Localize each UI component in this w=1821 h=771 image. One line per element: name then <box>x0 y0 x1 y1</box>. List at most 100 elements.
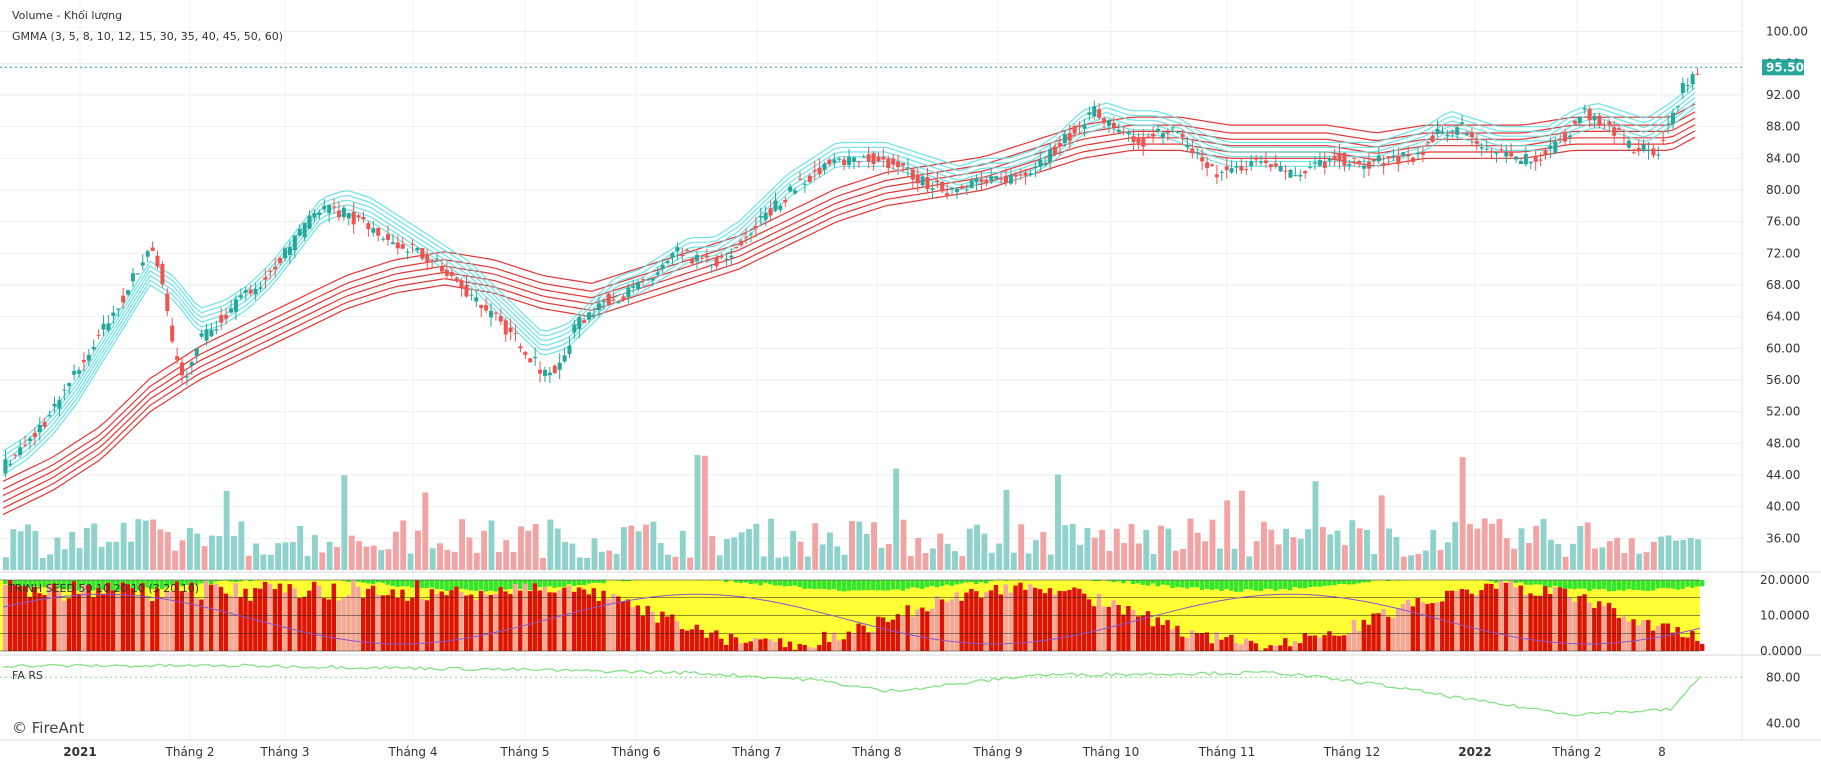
candle-body <box>646 279 650 280</box>
osc-red-bar <box>1234 643 1238 651</box>
osc-red-bar <box>341 598 345 651</box>
osc-green-bar <box>734 580 738 582</box>
osc-red-bar <box>1450 591 1454 651</box>
osc-red-bar <box>302 597 306 651</box>
volume-bar <box>260 554 266 570</box>
osc-red-bar <box>180 591 184 651</box>
volume-bar <box>297 526 303 570</box>
candle-body <box>798 179 802 180</box>
rs-tick-label: 40.00 <box>1766 716 1800 730</box>
osc-red-bar <box>1499 581 1503 651</box>
osc-red-bar <box>861 625 865 651</box>
candle-body <box>111 313 115 316</box>
y-tick-label: 64.00 <box>1766 310 1800 324</box>
osc-green-bar <box>842 580 846 591</box>
volume-bar <box>3 557 9 570</box>
volume-bar <box>665 555 671 570</box>
candle-body <box>131 273 135 281</box>
osc-red-bar <box>337 600 341 651</box>
x-tick-label: Tháng 2 <box>1552 745 1602 759</box>
osc-red-bar <box>763 638 767 651</box>
candle-body <box>651 278 655 280</box>
candle-body <box>1102 118 1106 122</box>
osc-red-bar <box>410 597 414 651</box>
osc-red-bar <box>807 647 811 651</box>
candle-body <box>1352 158 1356 159</box>
osc-green-bar <box>1563 580 1567 589</box>
candle-body <box>739 241 743 245</box>
osc-red-bar <box>1474 595 1478 651</box>
osc-green-bar <box>1587 580 1591 591</box>
volume-bar <box>650 522 656 570</box>
osc-red-bar <box>268 584 272 651</box>
osc-red-bar <box>753 638 757 651</box>
candle-body <box>886 158 890 168</box>
osc-green-bar <box>1519 580 1523 582</box>
osc-red-bar <box>940 599 944 651</box>
osc-green-bar <box>1234 580 1238 592</box>
osc-red-bar <box>778 638 782 651</box>
candle-body <box>960 186 964 188</box>
candle-body <box>1524 154 1528 164</box>
osc-red-bar <box>1641 620 1645 651</box>
osc-red-bar <box>116 595 120 651</box>
volume-bar <box>371 546 377 570</box>
candle-body <box>1029 173 1033 175</box>
volume-bar <box>386 549 392 570</box>
osc-red-bar <box>1268 645 1272 651</box>
osc-red-bar <box>989 590 993 651</box>
osc-red-bar <box>1298 643 1302 651</box>
candle-body <box>567 346 571 354</box>
osc-red-bar <box>935 596 939 651</box>
osc-green-bar <box>420 580 424 588</box>
osc-green-bar <box>901 580 905 591</box>
candle-body <box>1176 132 1180 133</box>
osc-green-bar <box>974 580 978 584</box>
candle-body <box>445 270 449 276</box>
candle-body <box>499 316 503 321</box>
osc-red-bar <box>587 594 591 651</box>
candle-body <box>563 355 567 361</box>
osc-red-bar <box>508 594 512 651</box>
gmma-label: GMMA (3, 5, 8, 10, 12, 15, 30, 35, 40, 4… <box>12 30 283 43</box>
osc-red-bar <box>219 587 223 651</box>
volume-bar <box>687 558 693 570</box>
osc-red-bar <box>1092 606 1096 651</box>
candle-body <box>572 325 576 333</box>
volume-bar <box>1423 551 1429 570</box>
osc-red-bar <box>1671 633 1675 651</box>
volume-bar <box>577 557 583 570</box>
candle-body <box>1127 132 1131 134</box>
volume-bar <box>1232 549 1238 570</box>
x-tick-label: Tháng 9 <box>973 745 1023 759</box>
volume-bar <box>1004 490 1010 570</box>
volume-bar <box>945 544 951 570</box>
osc-green-bar <box>861 580 865 590</box>
osc-red-bar <box>959 601 963 651</box>
osc-green-bar <box>1210 580 1214 590</box>
osc-red-bar <box>1460 589 1464 651</box>
osc-green-bar <box>837 580 841 591</box>
osc-red-bar <box>224 594 228 651</box>
osc-red-bar <box>1651 631 1655 651</box>
osc-green-bar <box>753 580 757 583</box>
candle-body <box>666 261 670 263</box>
y-tick-label: 76.00 <box>1766 215 1800 229</box>
volume-bar <box>562 542 568 570</box>
osc-green-bar <box>1293 580 1297 587</box>
volume-bar <box>614 554 620 570</box>
osc-red-bar <box>1008 593 1012 651</box>
candle-body <box>984 180 988 184</box>
osc-green-bar <box>552 580 556 588</box>
osc-red-bar <box>1440 601 1444 651</box>
volume-bar <box>1040 532 1046 570</box>
osc-red-bar <box>1062 591 1066 651</box>
candle-body <box>955 189 959 192</box>
osc-green-bar <box>856 580 860 590</box>
candle-body <box>1529 162 1533 164</box>
volume-bar <box>180 540 186 570</box>
osc-red-bar <box>675 621 679 651</box>
candle-body <box>734 247 738 248</box>
